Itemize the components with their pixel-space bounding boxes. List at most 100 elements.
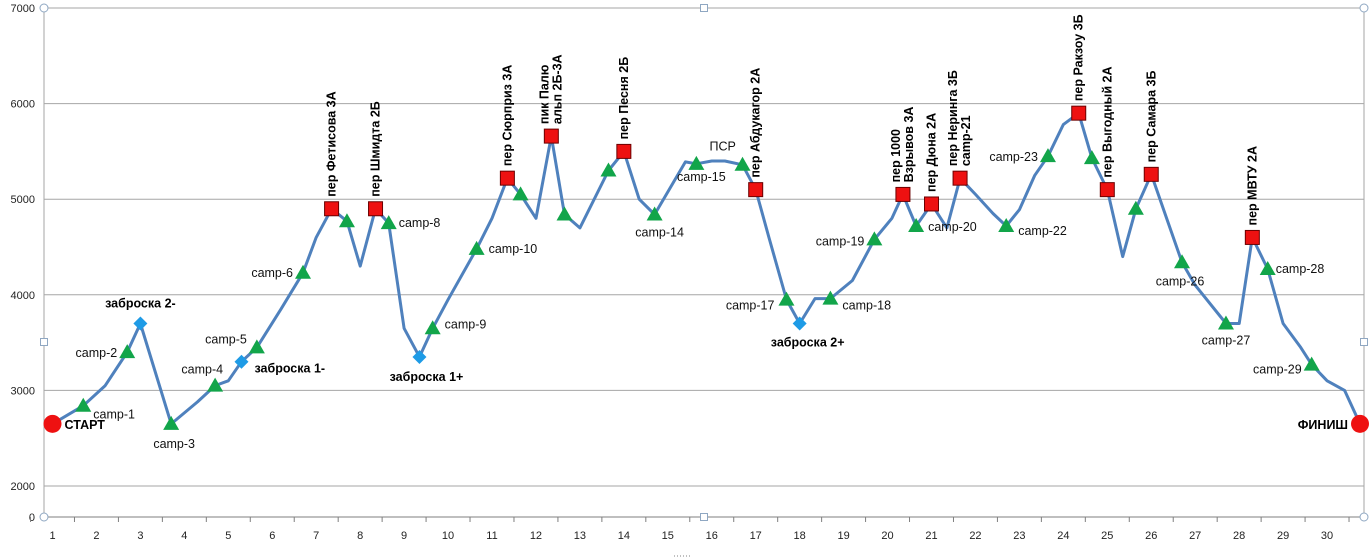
pass-marker <box>1071 105 1087 121</box>
corner-handle <box>39 3 49 13</box>
x-tick-label: 12 <box>530 530 542 542</box>
x-tick-label: 24 <box>1057 530 1069 542</box>
camp-marker <box>908 217 925 232</box>
pass-label: пер Ракзоу 3Б <box>1072 14 1086 101</box>
camp-marker <box>822 290 839 305</box>
y-tick-label: 5000 <box>11 194 35 206</box>
x-tick-label: 15 <box>662 530 674 542</box>
camp-label: camp-28 <box>1276 262 1325 276</box>
y-tick-label: 6000 <box>11 99 35 111</box>
pass-marker <box>616 143 632 159</box>
pass-marker <box>1099 182 1115 198</box>
camp-label: camp-1 <box>93 408 135 422</box>
camp-marker <box>163 415 180 430</box>
x-tick-label: 30 <box>1321 530 1333 542</box>
cache-marker <box>234 354 249 369</box>
x-tick-label: 16 <box>706 530 718 542</box>
camp-marker <box>778 291 795 306</box>
camp-marker <box>998 217 1015 232</box>
camp-marker <box>556 206 573 221</box>
pass-label-line2: альп 2Б-3А <box>550 54 564 124</box>
camp-marker <box>1259 260 1276 275</box>
pass-label: пер Песня 2Б <box>617 57 631 140</box>
labels-layer: camp-1 camp-2 заброска 2- camp-3 camp-4 забро… <box>65 14 1349 450</box>
cache-label: заброска 2+ <box>771 335 845 349</box>
camp-label: camp-9 <box>445 317 487 331</box>
selection-handles <box>39 3 1369 557</box>
x-tick-label: 20 <box>881 530 893 542</box>
camp-marker <box>734 156 751 171</box>
pass-marker <box>324 201 340 217</box>
cache-label: заброска 1+ <box>390 370 464 384</box>
y-tick-label: 3000 <box>11 385 35 397</box>
camp-marker <box>866 231 883 246</box>
corner-handle <box>1359 3 1369 13</box>
x-tick-label: 2 <box>93 530 99 542</box>
pass-label: пер Сюрприз 3А <box>500 65 514 166</box>
edge-handle <box>700 513 708 521</box>
camp-label: camp-10 <box>489 242 538 256</box>
pass-marker <box>499 170 515 186</box>
camp-marker <box>1303 356 1320 371</box>
camp-label: camp-22 <box>1018 224 1067 238</box>
x-tick-label: 4 <box>181 530 187 542</box>
cache-label: заброска 2- <box>105 296 176 310</box>
camp-marker <box>1217 315 1234 330</box>
camp-label: camp-18 <box>842 299 891 313</box>
pass-marker <box>895 186 911 202</box>
camp-marker <box>424 320 441 335</box>
camp-marker <box>1083 150 1100 165</box>
camp-marker <box>600 162 617 177</box>
finish-marker <box>1351 414 1370 433</box>
x-tick-label: 1 <box>49 530 55 542</box>
camp-marker <box>512 186 529 201</box>
x-tick-label: 18 <box>794 530 806 542</box>
x-tick-label: 13 <box>574 530 586 542</box>
corner-handle <box>1359 512 1369 522</box>
pass-label: пер Неринга 3Б <box>946 70 960 166</box>
pass-marker <box>543 128 559 144</box>
camp-marker <box>295 264 312 279</box>
camp-marker <box>380 215 397 230</box>
camp-marker <box>119 344 136 359</box>
x-tick-label: 9 <box>401 530 407 542</box>
x-tick-label: 29 <box>1277 530 1289 542</box>
pass-marker <box>1143 166 1159 182</box>
corner-handle <box>39 512 49 522</box>
start-marker <box>43 414 62 433</box>
x-tick-label: 17 <box>750 530 762 542</box>
gridlines <box>44 7 1364 487</box>
camp-label: camp-8 <box>399 216 441 230</box>
x-tick-label: 23 <box>1013 530 1025 542</box>
camp-label: camp-14 <box>635 225 684 239</box>
camp-marker <box>688 155 705 170</box>
x-tick-label: 6 <box>269 530 275 542</box>
pass-marker <box>1244 229 1260 245</box>
camp-label: camp-5 <box>205 332 247 346</box>
markers-layer <box>43 105 1370 433</box>
camp-label: camp-4 <box>181 363 223 377</box>
x-tick-label: 3 <box>137 530 143 542</box>
cache-marker <box>412 349 427 364</box>
annotation-label: ПСР <box>710 139 736 153</box>
pass-label-line2: camp-21 <box>959 115 973 166</box>
camp-label: camp-15 <box>677 170 726 184</box>
x-tick-label: 10 <box>442 530 454 542</box>
x-tick-label: 11 <box>486 530 497 542</box>
start-label: СТАРТ <box>65 418 106 432</box>
pass-label-line2: Взрывов 3А <box>902 107 916 183</box>
x-tick-label: 28 <box>1233 530 1245 542</box>
edge-handle <box>40 338 48 346</box>
camp-marker <box>1039 148 1056 163</box>
x-tick-label: 7 <box>313 530 319 542</box>
x-tick-label: 5 <box>225 530 231 542</box>
y-tick-label: 7000 <box>11 3 35 15</box>
camp-label: camp-27 <box>1202 333 1251 347</box>
pass-marker <box>924 196 939 212</box>
camp-label: camp-23 <box>989 150 1038 164</box>
y-tick-label: 2000 <box>11 481 35 493</box>
pass-label: пер МВТУ 2А <box>1245 146 1259 225</box>
camp-marker <box>1174 254 1191 269</box>
